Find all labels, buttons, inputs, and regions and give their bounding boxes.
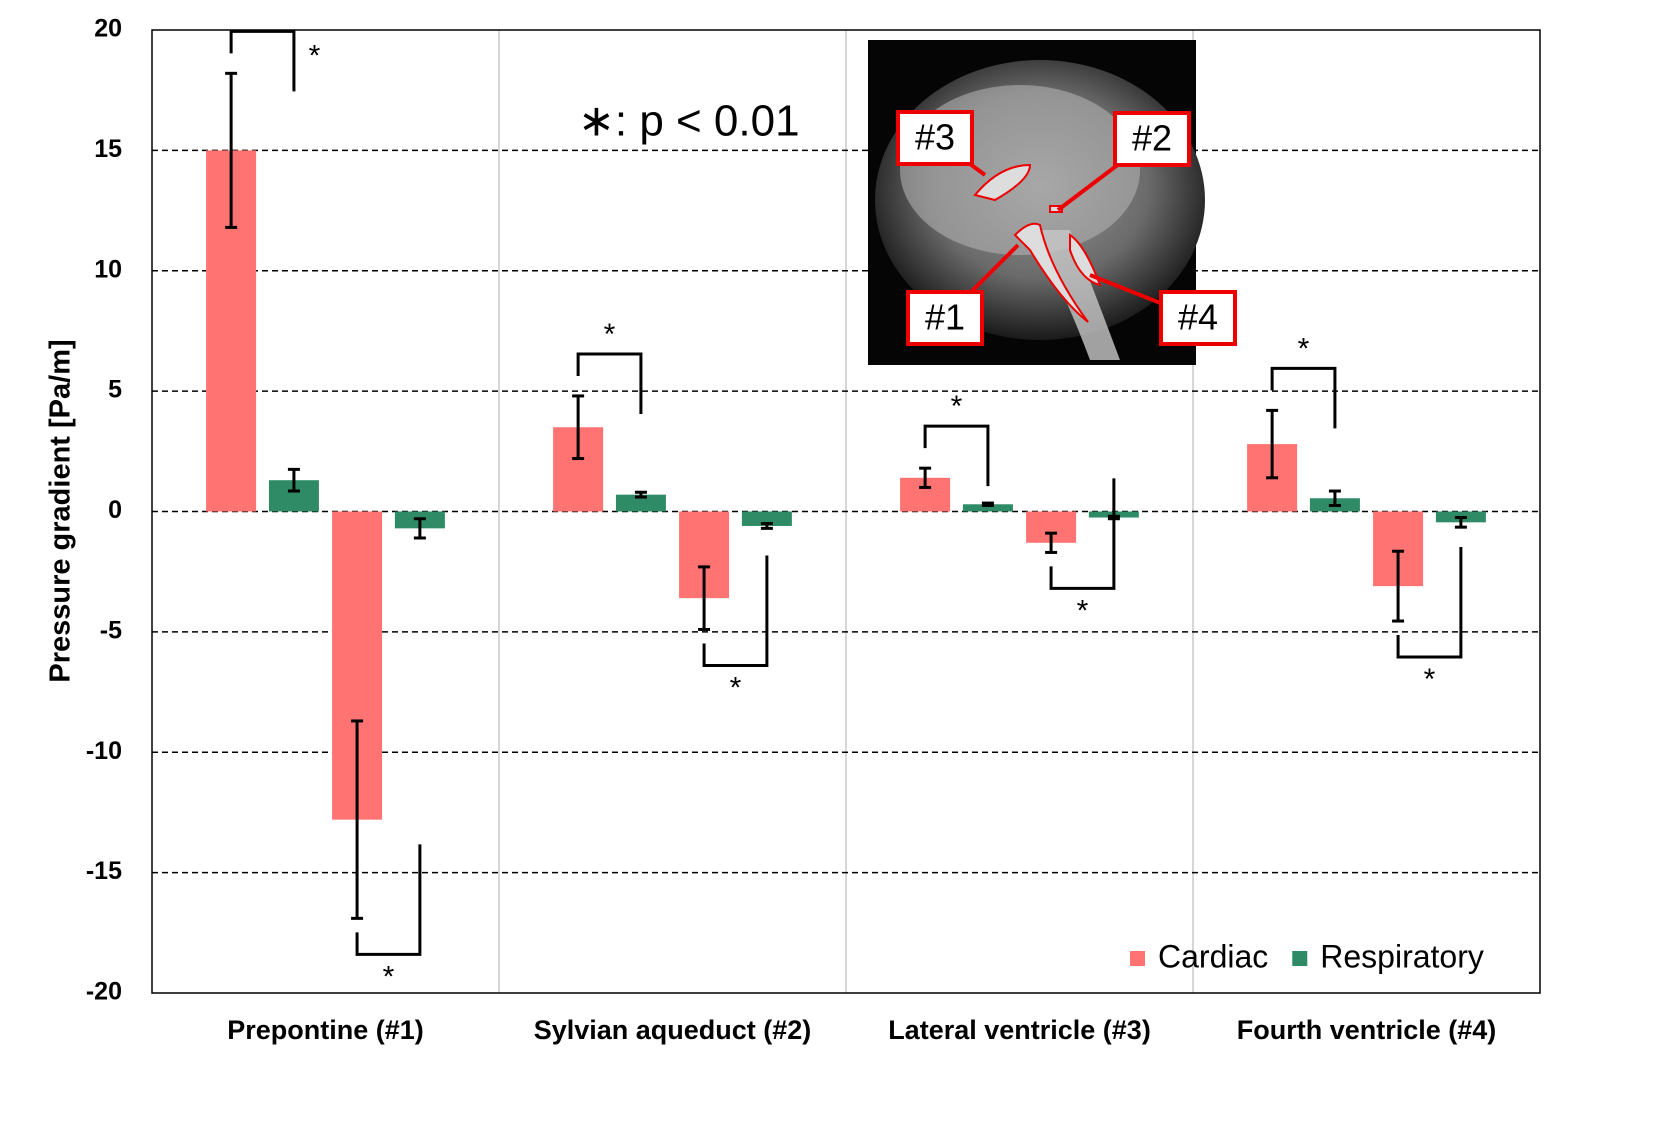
annotation: ∗: p < 0.01 — [578, 97, 800, 146]
inset-label: #1 — [925, 297, 965, 338]
inset-label: #4 — [1178, 297, 1218, 338]
y-tick-label: -15 — [86, 857, 122, 885]
significance-bracket — [576, 352, 643, 414]
significance-label: * — [383, 960, 395, 993]
significance-label: * — [309, 39, 321, 72]
bar — [741, 511, 792, 526]
significance-label: * — [951, 390, 963, 423]
inset-label-box — [1159, 290, 1237, 346]
inset-label: #3 — [915, 117, 955, 158]
bar — [962, 504, 1013, 512]
significance-label: * — [604, 318, 616, 351]
inset-image: #1 #2 #3 #4 — [868, 40, 1237, 365]
significance-bracket — [1270, 366, 1337, 429]
x-tick-label: Sylvian aqueduct (#2) — [534, 1015, 812, 1045]
significance-label: * — [1077, 594, 1089, 627]
significance-bracket — [1396, 547, 1463, 659]
significance-label: * — [1298, 332, 1310, 365]
y-axis-label: Pressure gradient [Pa/m] — [45, 339, 77, 682]
significance-bracket — [923, 424, 990, 487]
y-tick-label: -20 — [86, 978, 122, 1006]
x-tick-label: Fourth ventricle (#4) — [1237, 1015, 1497, 1045]
significance-bracket — [355, 844, 422, 956]
y-tick-label: 15 — [94, 135, 122, 163]
inset-region — [1069, 233, 1102, 287]
legend-label: Respiratory — [1320, 938, 1484, 974]
inset-label-box — [906, 290, 984, 346]
y-tick-label: 5 — [108, 376, 122, 404]
legend-swatch — [1292, 951, 1308, 966]
y-tick-label: -10 — [86, 737, 122, 765]
y-tick-label: 20 — [94, 15, 122, 43]
y-tick-label: 0 — [108, 496, 122, 524]
bar — [615, 494, 666, 512]
y-tick-label: 10 — [94, 255, 122, 283]
x-tick-label: Lateral ventricle (#3) — [888, 1015, 1151, 1045]
legend-swatch — [1130, 951, 1145, 966]
plot-frame — [151, 29, 1541, 994]
inset-label: #2 — [1132, 118, 1172, 159]
significance-bracket — [229, 29, 296, 92]
significance-label: * — [730, 671, 742, 704]
legend-label: Cardiac — [1158, 938, 1268, 974]
inset-region — [973, 163, 1032, 202]
inset-region — [1013, 222, 1089, 323]
significance-label: * — [1424, 663, 1436, 696]
significance-bracket — [702, 555, 769, 667]
y-tick-label: -5 — [100, 616, 122, 644]
inset-label-box — [1113, 111, 1191, 167]
significance-bracket — [1049, 478, 1116, 590]
x-tick-label: Prepontine (#1) — [227, 1015, 424, 1045]
inset-label-box — [896, 110, 974, 166]
